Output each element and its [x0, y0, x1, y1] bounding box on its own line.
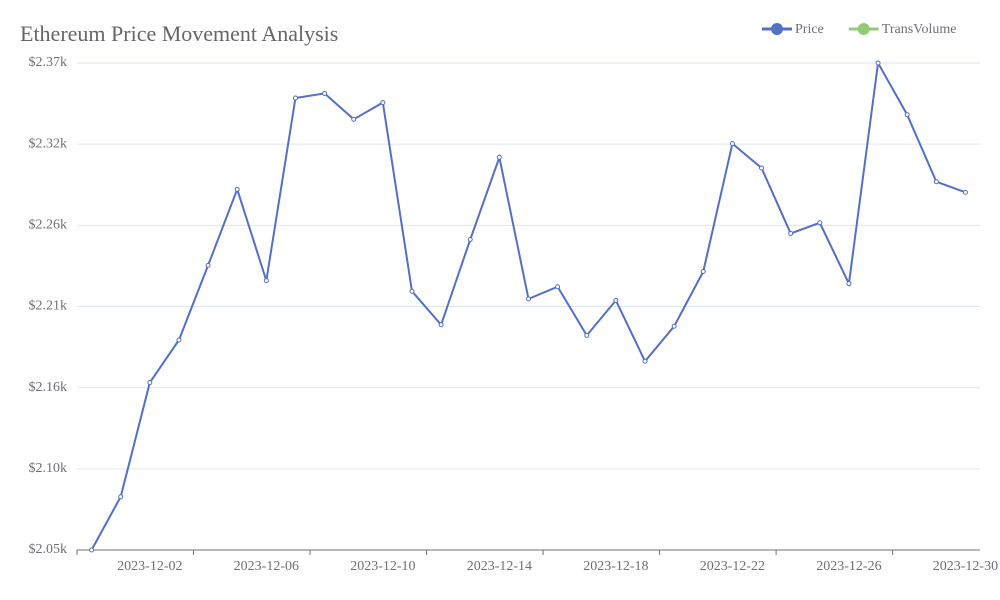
point	[759, 165, 765, 171]
point	[292, 95, 298, 101]
x-tick-label: 2023-12-22	[700, 559, 765, 574]
point	[409, 288, 415, 294]
point	[322, 90, 328, 96]
y-tick-label: $2.37k	[29, 55, 68, 70]
legend-marker	[771, 23, 783, 35]
point	[467, 237, 473, 243]
point	[176, 337, 182, 343]
point	[846, 281, 852, 287]
y-tick-label: $2.05k	[29, 542, 68, 557]
point	[671, 323, 677, 329]
point	[642, 358, 648, 364]
point	[817, 220, 823, 226]
x-tick-label: 2023-12-10	[350, 559, 415, 574]
point	[351, 116, 357, 122]
point	[89, 547, 95, 553]
y-tick-label: $2.10k	[29, 461, 68, 476]
point	[700, 268, 706, 274]
x-tick-label: 2023-12-14	[467, 559, 532, 574]
point	[584, 332, 590, 338]
point	[496, 154, 502, 160]
y-tick-label: $2.26k	[29, 218, 68, 233]
point	[263, 278, 269, 284]
point	[147, 380, 153, 386]
point	[613, 297, 619, 303]
legend-label: TransVolume	[882, 22, 957, 37]
x-tick-label: 2023-12-30	[933, 559, 998, 574]
x-tick-label: 2023-12-06	[234, 559, 299, 574]
x-tick-label: 2023-12-18	[583, 559, 648, 574]
x-tick-label: 2023-12-02	[117, 559, 182, 574]
point	[234, 186, 240, 192]
y-tick-label: $2.16k	[29, 380, 68, 395]
y-tick-label: $2.21k	[29, 299, 68, 314]
chart-title: Ethereum Price Movement Analysis	[20, 21, 338, 46]
point	[962, 189, 968, 195]
point	[205, 262, 211, 268]
point	[526, 296, 531, 302]
point	[933, 179, 939, 185]
point	[438, 322, 444, 328]
point	[788, 230, 794, 236]
legend-label: Price	[795, 22, 824, 37]
x-tick-label: 2023-12-26	[816, 559, 881, 574]
point	[904, 112, 910, 118]
point	[380, 100, 386, 106]
point	[118, 494, 124, 500]
point	[555, 284, 561, 290]
legend-marker	[857, 23, 870, 35]
point	[729, 141, 735, 147]
y-tick-label: $2.32k	[29, 136, 68, 151]
point	[875, 60, 881, 66]
